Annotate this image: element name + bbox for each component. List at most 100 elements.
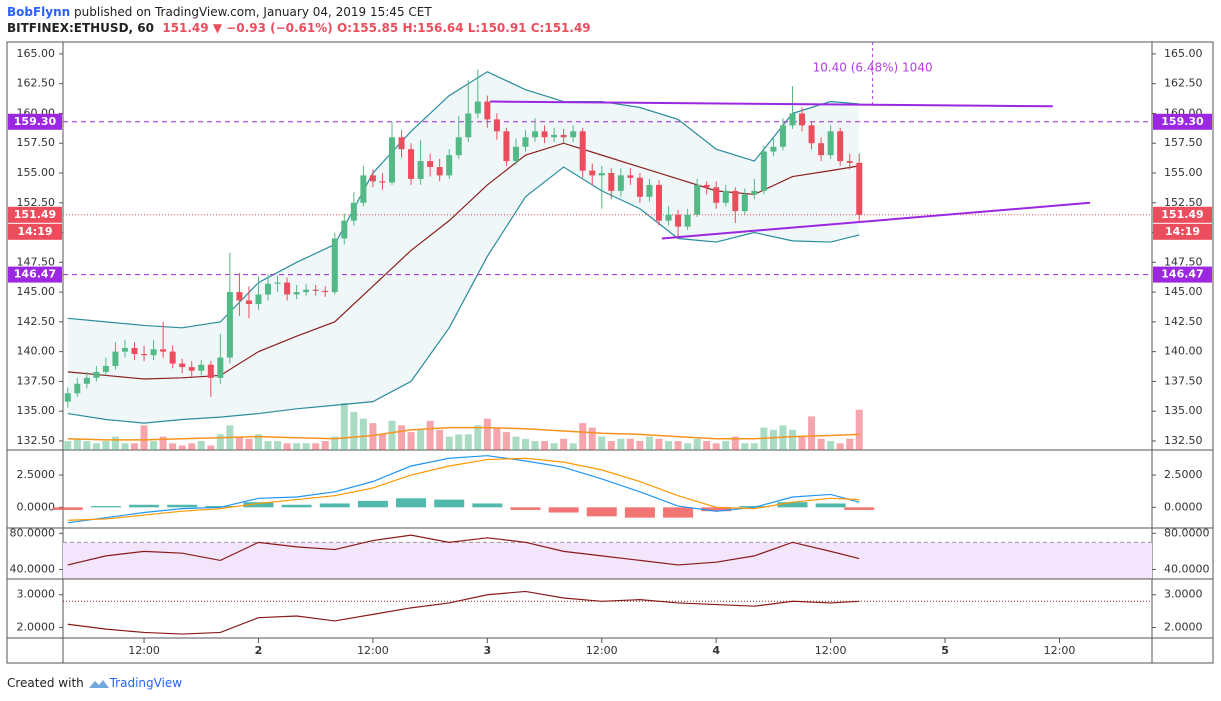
y-tick-label: 165.00 [17,47,56,60]
price-tag [1153,206,1212,223]
candle-body [141,354,148,356]
candle-body [760,151,767,191]
histogram-bar [472,503,503,508]
y-tick-label: 3.0000 [1164,588,1203,601]
candle-body [675,214,682,227]
x-tick-label: 3 [484,644,492,657]
candle-body [74,383,81,394]
candle-body [408,149,415,179]
candle-body [417,161,424,179]
volume-bar [274,441,282,450]
volume-ma [67,426,860,441]
volume-bar [541,441,549,450]
header-line: BobFlynn published on TradingView.com, J… [7,5,432,19]
y-tick-label: 132.50 [1164,434,1203,447]
price-tag-label: 146.47 [1161,268,1203,281]
author[interactable]: BobFlynn [7,5,71,19]
volume-bar [531,441,539,450]
close: C:151.49 [530,21,591,35]
candle-body [837,131,844,162]
candle-body [484,101,491,120]
brand[interactable]: TradingView [109,676,183,690]
candle-body [379,181,386,183]
x-tick-label: 12:00 [815,644,847,657]
candle-body [627,175,634,178]
volume-bar [83,441,91,450]
y-tick-label: 147.50 [17,255,56,268]
y-tick-label: 40.0000 [10,562,56,575]
price-tag [8,206,62,223]
histogram-bar [701,507,732,512]
volume-bar [121,443,129,450]
candle-body [732,190,739,212]
candle-body [303,289,310,293]
volume-bar [73,438,81,450]
measure-label: 10.40 (6.48%) 1040 [813,61,933,75]
volume-bar [92,443,100,450]
volume-bar [417,429,425,450]
series-line [67,455,860,524]
candle-body [427,161,434,168]
y-tick-label: 145.00 [1164,285,1203,298]
trendline [661,201,1091,240]
candle-body [102,365,109,372]
candle-body [522,137,529,147]
candle-body [274,282,281,284]
volume-bar [788,429,796,450]
published: published on TradingView.com, January 04… [70,5,432,19]
candle-body [245,300,252,304]
volume-bar [197,441,205,450]
y-tick-label: 80.0000 [10,526,56,539]
candle-body [207,364,214,378]
volume-bar [607,441,615,450]
volume-bar [388,420,396,450]
volume-bar [378,434,386,450]
y-tick-label: 162.50 [17,77,56,90]
candle-body [541,131,548,138]
volume-bar [827,441,835,450]
volume-bar [769,429,777,450]
trendline [490,100,1053,108]
volume-bar [464,434,472,450]
histogram-bar [663,507,694,518]
price-tag [1153,113,1212,130]
y-tick-label: 157.50 [17,136,56,149]
volume-bar [150,441,158,450]
x-tick-label: 4 [712,644,720,657]
candle-body [665,214,672,221]
candle-body [579,131,586,171]
candle-body [188,367,195,371]
candle-body [503,131,510,162]
volume-bar [131,443,139,450]
volume-bar [102,441,110,450]
y-tick-label: 162.50 [1164,77,1203,90]
volume-bar [569,443,577,450]
candle-body [608,172,615,191]
volume-bar [836,443,844,450]
y-tick-label: 145.00 [17,285,56,298]
volume-bar [264,441,272,450]
y-tick-label: 3.0000 [17,588,56,601]
high: H:156.64 [402,21,464,35]
volume-bar [398,425,406,450]
candle-body [465,113,472,138]
volume-bar [426,420,434,450]
x-tick-label: 12:00 [1044,644,1076,657]
volume-bar [846,438,854,450]
histogram-bar [624,507,655,518]
volume-bar [140,425,148,450]
histogram-bar [510,507,541,510]
y-tick-label: 135.00 [17,404,56,417]
histogram-bar [548,507,579,513]
candle-body [856,162,863,215]
volume-bar [321,441,329,450]
volume-bar [436,429,444,450]
volume-bar [350,411,358,450]
candle-body [369,175,376,182]
volume-bar [588,427,596,450]
price-tag-label: 146.47 [14,268,56,281]
y-tick-label: 140.00 [1164,345,1203,358]
candle-body [551,134,558,138]
candle-body [570,131,577,138]
candle-body [83,377,90,384]
